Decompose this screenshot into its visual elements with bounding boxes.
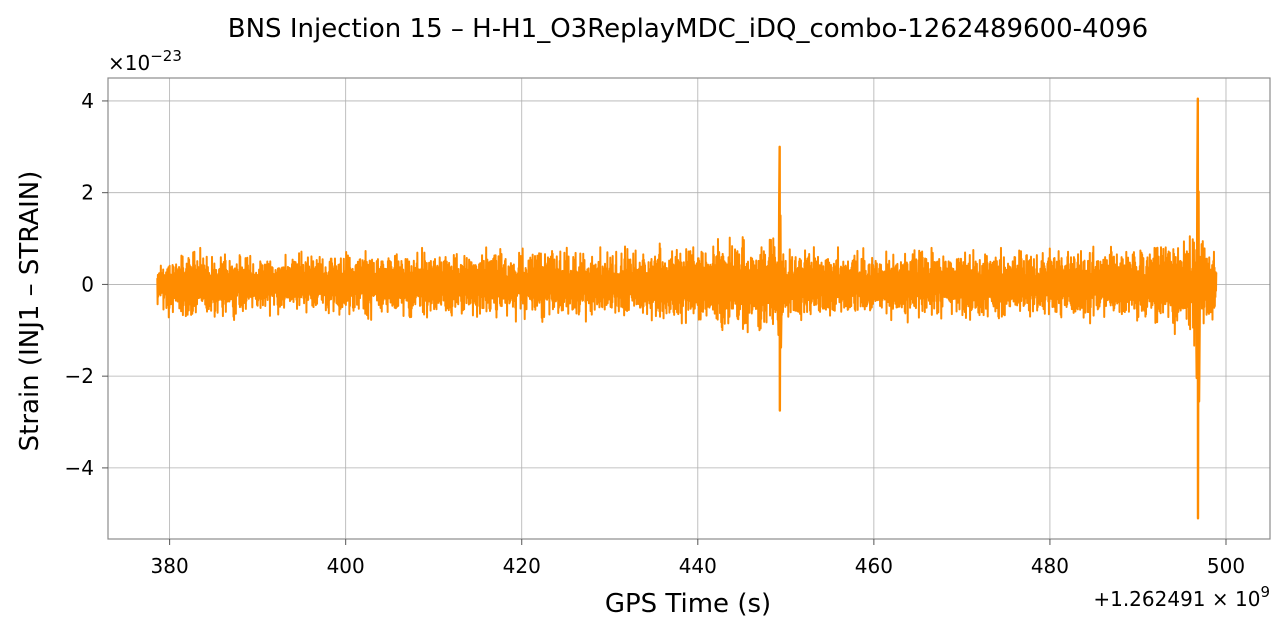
y-tick-label: 4 xyxy=(81,89,94,113)
y-tick-label: 0 xyxy=(81,272,94,296)
y-axis-ticks: −4 −2 0 2 4 xyxy=(65,89,108,480)
x-axis-ticks: 380 400 420 440 460 480 500 xyxy=(151,539,1245,578)
strain-spike xyxy=(776,145,784,412)
series-strain xyxy=(156,97,1218,520)
strain-trace xyxy=(156,235,1218,347)
x-tick-label: 500 xyxy=(1207,554,1245,578)
chart-title: BNS Injection 15 – H-H1_O3ReplayMDC_iDQ_… xyxy=(228,14,1148,44)
x-tick-label: 400 xyxy=(327,554,365,578)
x-offset-label: +1.262491 × 109 xyxy=(1093,583,1270,611)
plot-frame xyxy=(107,77,1271,540)
x-axis-label: GPS Time (s) xyxy=(605,589,771,619)
x-tick-label: 440 xyxy=(679,554,717,578)
y-tick-label: −2 xyxy=(65,364,94,388)
y-scale-factor: ×10−23 xyxy=(108,47,182,75)
y-tick-label: 2 xyxy=(81,181,94,205)
y-axis-label: Strain (INJ1 – STRAIN) xyxy=(15,171,45,452)
x-tick-label: 480 xyxy=(1031,554,1069,578)
x-tick-label: 380 xyxy=(151,554,189,578)
x-tick-label: 420 xyxy=(503,554,541,578)
y-tick-label: −4 xyxy=(65,456,94,480)
x-tick-label: 460 xyxy=(855,554,893,578)
strain-spike xyxy=(1194,97,1202,520)
